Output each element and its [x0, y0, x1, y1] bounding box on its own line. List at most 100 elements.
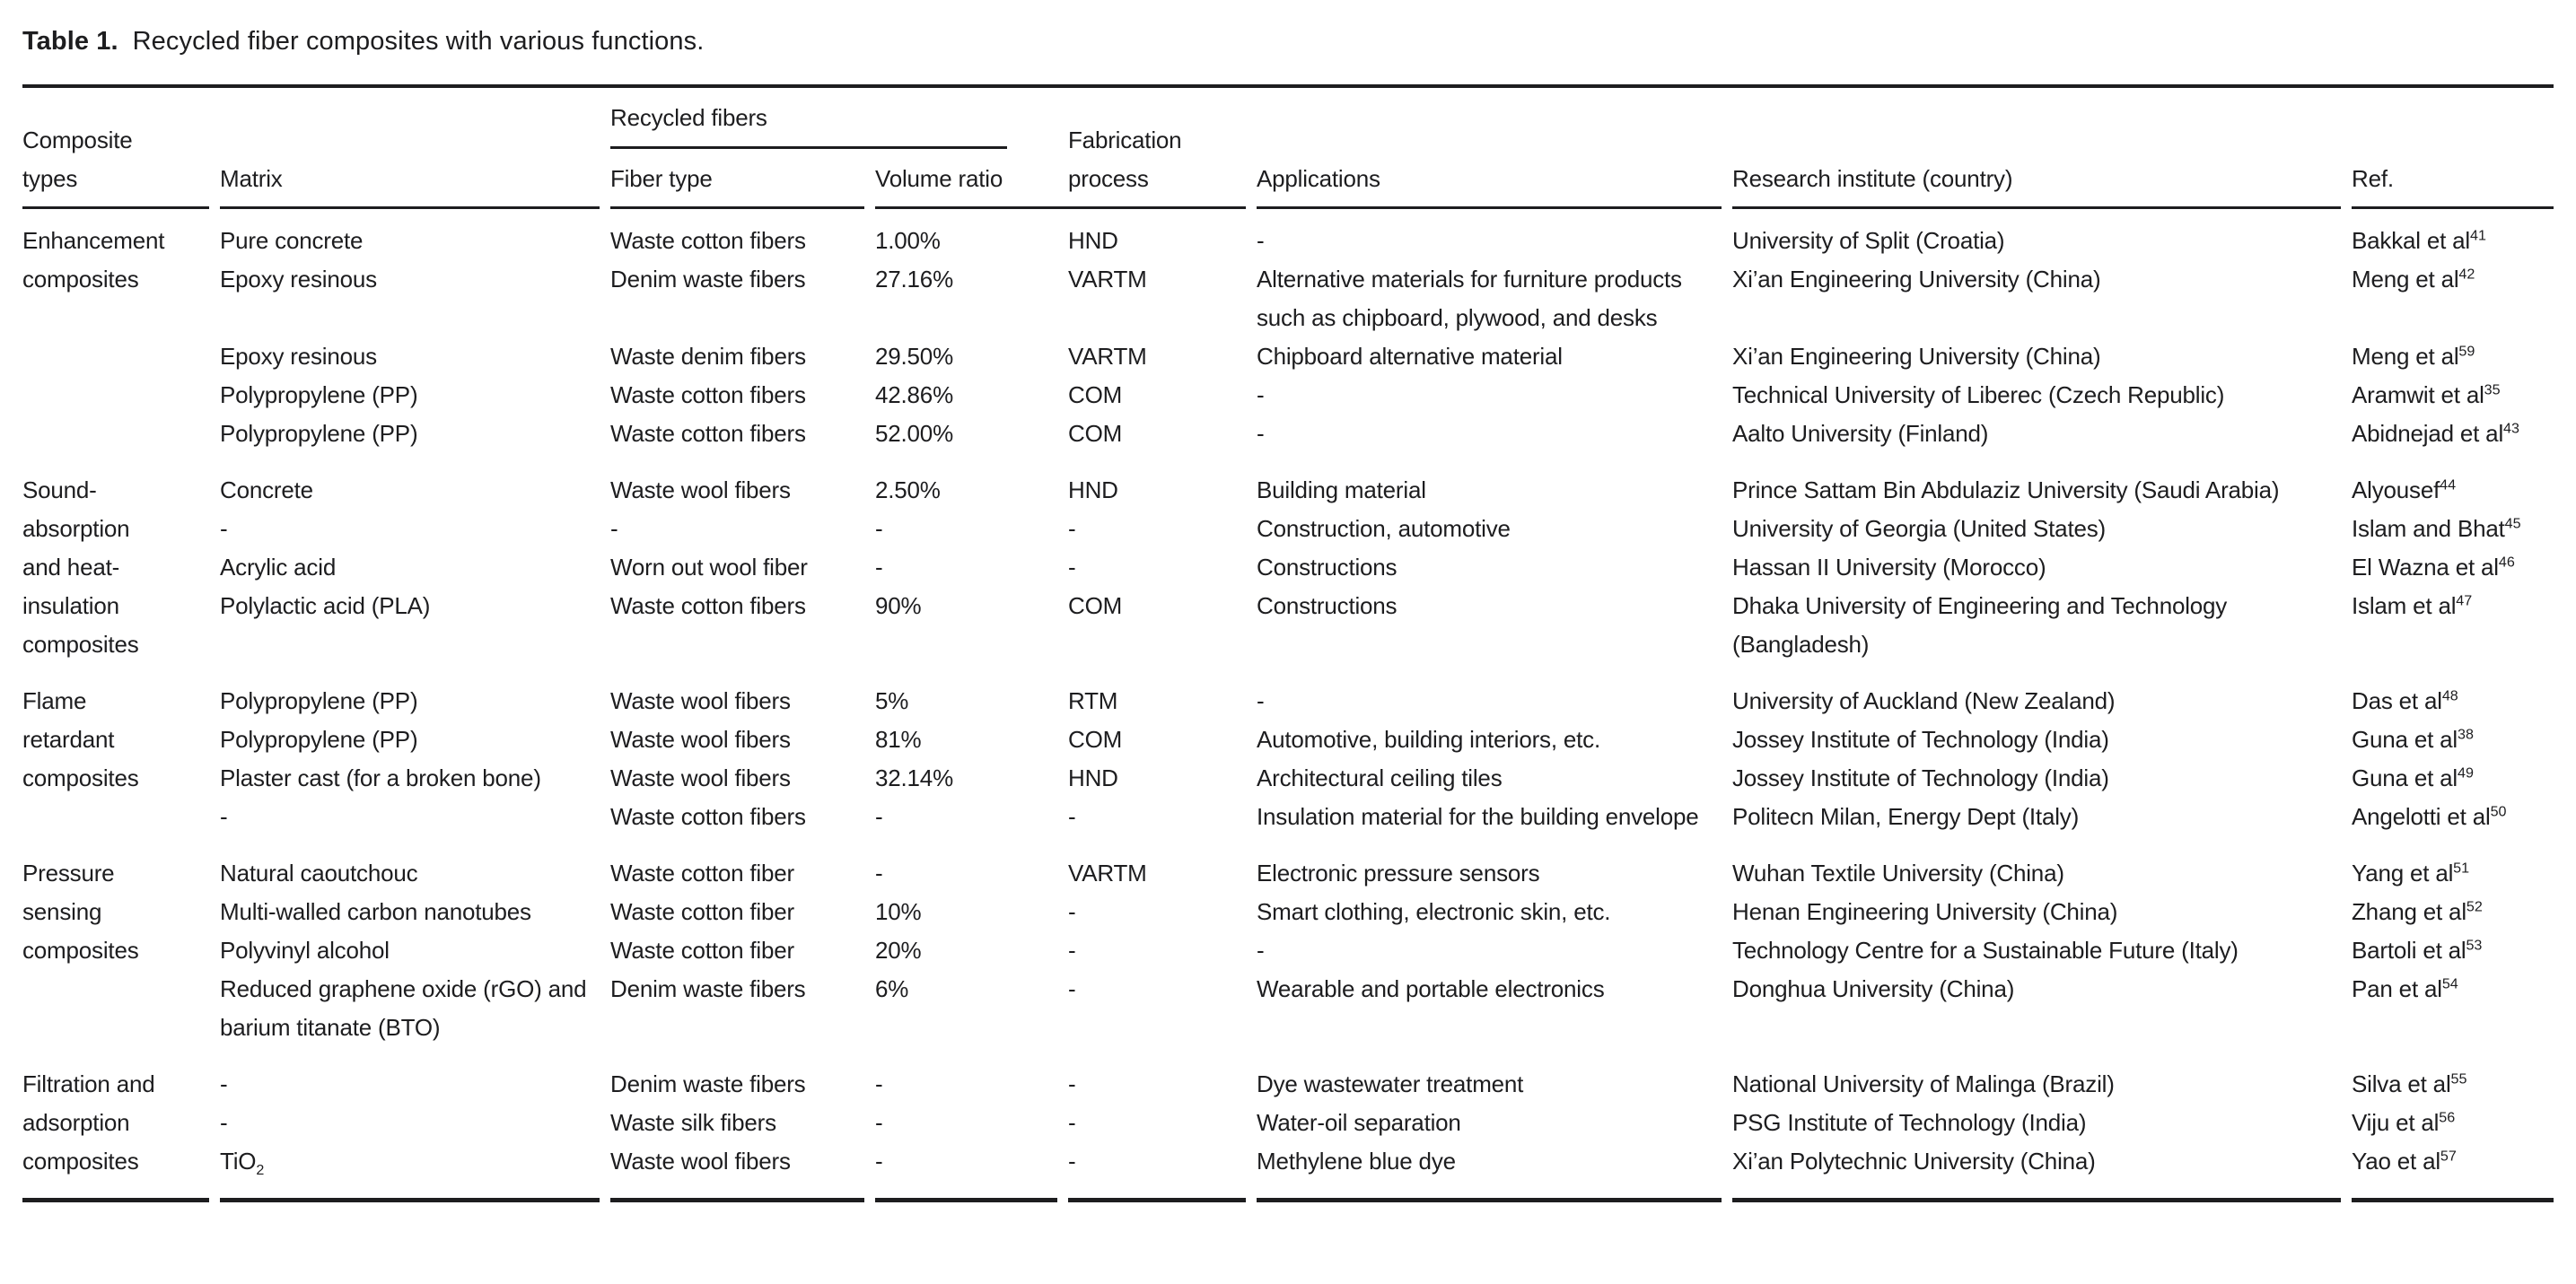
fiber-type-cell: Worn out wool fiber [610, 554, 808, 581]
research-institute-cell: Aalto University (Finland) [1732, 420, 1989, 447]
composite-type-label: Enhancement composites [22, 227, 165, 293]
table-row: Multi-walled carbon nanotubes Waste cotto… [22, 893, 2554, 931]
matrix-cell: Multi-walled carbon nanotubes [220, 898, 531, 925]
ref-cell: Pan et al54 [2352, 975, 2458, 1002]
volume-ratio-cell: 20% [875, 937, 922, 964]
table-row: Epoxy resinous Waste denim fibers 29.50% VA… [22, 337, 2554, 376]
matrix-cell: Natural caoutchouc [220, 860, 418, 887]
research-institute-cell: Xi’an Engineering University (China) [1732, 266, 2101, 293]
table-row: Flame retardant composites Polypropylene … [22, 664, 2554, 791]
fiber-type-cell: Waste silk fibers [610, 1109, 776, 1136]
header-research-institute: Research institute (country) [1732, 88, 2352, 209]
volume-ratio-cell: 5% [875, 687, 909, 714]
header-applications: Applications [1257, 88, 1732, 209]
applications-cell: Construction, automotive [1257, 515, 1511, 542]
applications-cell: - [1257, 937, 1265, 964]
recycled-fibers-spanner-rule [610, 146, 1007, 149]
fabrication-process-cell: HND [1068, 227, 1118, 254]
fabrication-process-cell: - [1068, 803, 1076, 830]
applications-cell: Automotive, building interiors, etc. [1257, 726, 1600, 753]
table-row: Polypropylene (PP) Waste cotton fibers 52.… [22, 415, 2554, 453]
ref-cell: Das et al48 [2352, 687, 2458, 714]
volume-ratio-cell: 29.50% [875, 343, 953, 370]
table-caption-label: Table 1. [22, 27, 118, 56]
table-row: - - - - Construction, automotive University o… [22, 510, 2554, 548]
fabrication-process-cell: - [1068, 554, 1076, 581]
matrix-cell: - [220, 515, 228, 542]
table-row: Epoxy resinous Denim waste fibers 27.16% VA… [22, 260, 2554, 337]
matrix-cell: Reduced graphene oxide (rGO) and barium … [220, 975, 587, 1041]
volume-ratio-cell: - [875, 860, 883, 887]
matrix-cell: Polyvinyl alcohol [220, 937, 390, 964]
volume-ratio-cell: - [875, 1109, 883, 1136]
applications-cell: Constructions [1257, 592, 1398, 619]
research-institute-cell: Dhaka University of Engineering and Tech… [1732, 592, 2228, 658]
research-institute-cell: Henan Engineering University (China) [1732, 898, 2118, 925]
research-institute-cell: University of Auckland (New Zealand) [1732, 687, 2116, 714]
header-composite-types: Composite types [22, 88, 220, 209]
research-institute-cell: University of Georgia (United States) [1732, 515, 2106, 542]
paper-table-figure: Table 1. Recycled fiber composites with v… [22, 27, 2554, 1202]
fiber-type-cell: Waste cotton fibers [610, 803, 806, 830]
fiber-type-cell: Waste wool fibers [610, 476, 791, 503]
ref-cell: Aramwit et al35 [2352, 381, 2501, 408]
matrix-cell: Plaster cast (for a broken bone) [220, 764, 541, 791]
fiber-type-cell: Waste cotton fiber [610, 937, 794, 964]
fiber-type-cell: Waste cotton fibers [610, 420, 806, 447]
ref-cell: Guna et al38 [2352, 726, 2474, 753]
fabrication-process-cell: - [1068, 1109, 1076, 1136]
applications-cell: Architectural ceiling tiles [1257, 764, 1503, 791]
applications-cell: Water-oil separation [1257, 1109, 1461, 1136]
table-row: Polyvinyl alcohol Waste cotton fiber 20% - -… [22, 931, 2554, 970]
composite-type-label: Filtration and adsorption composites [22, 1047, 220, 1202]
volume-ratio-cell: 90% [875, 592, 922, 619]
table-row: Polylactic acid (PLA) Waste cotton fibers… [22, 587, 2554, 664]
table-row: Acrylic acid Worn out wool fiber - - Constru… [22, 548, 2554, 587]
research-institute-cell: Hassan II University (Morocco) [1732, 554, 2046, 581]
fabrication-process-cell: VARTM [1068, 860, 1147, 887]
fabrication-process-cell: VARTM [1068, 343, 1147, 370]
ref-cell: Meng et al42 [2352, 266, 2475, 293]
research-institute-cell: PSG Institute of Technology (India) [1732, 1109, 2087, 1136]
fabrication-process-cell: HND [1068, 764, 1118, 791]
research-institute-cell: Xi’an Polytechnic University (China) [1732, 1142, 2352, 1202]
fiber-type-cell: Waste cotton fibers [610, 227, 806, 254]
matrix-cell: Polypropylene (PP) [220, 687, 418, 714]
applications-cell: Electronic pressure sensors [1257, 860, 1540, 887]
matrix-cell: Acrylic acid [220, 554, 337, 581]
volume-ratio-cell: 6% [875, 975, 909, 1002]
research-institute-cell: Xi’an Engineering University (China) [1732, 343, 2101, 370]
applications-cell: - [1257, 420, 1265, 447]
ref-cell: Silva et al55 [2352, 1070, 2467, 1097]
table-row: - Waste cotton fibers - - Insulation materia… [22, 798, 2554, 836]
fiber-type-cell: Waste denim fibers [610, 343, 806, 370]
table-row: Enhancement composites Pure concrete Waste… [22, 209, 2554, 293]
matrix-cell: Polylactic acid (PLA) [220, 592, 431, 619]
research-institute-cell: Donghua University (China) [1732, 975, 2015, 1002]
ref-cell: Viju et al56 [2352, 1109, 2456, 1136]
fabrication-process-cell: - [1068, 515, 1076, 542]
fabrication-process-cell: - [1068, 898, 1076, 925]
volume-ratio-cell: 52.00% [875, 420, 953, 447]
applications-cell: - [1257, 381, 1265, 408]
table-row: - Waste silk fibers - - Water-oil separation… [22, 1104, 2554, 1142]
research-institute-cell: Politecn Milan, Energy Dept (Italy) [1732, 803, 2080, 830]
ref-cell: Angelotti et al50 [2352, 803, 2507, 830]
composite-type-label: Sound- absorption and heat- insulation c… [22, 476, 139, 658]
table-row: Polypropylene (PP) Waste wool fibers 81% CO… [22, 721, 2554, 759]
matrix-cell: - [220, 1109, 228, 1136]
ref-cell: Abidnejad et al43 [2352, 420, 2519, 447]
applications-cell: - [1257, 687, 1265, 714]
research-institute-cell: Technology Centre for a Sustainable Futu… [1732, 937, 2239, 964]
table-row: Pressure sensing composites Natural caout… [22, 836, 2554, 964]
header-recycled-fibers-group: Recycled fibers [610, 88, 1068, 149]
fabrication-process-cell: - [1068, 975, 1076, 1002]
applications-cell: Insulation material for the building env… [1257, 803, 1699, 830]
matrix-cell: TiO2 [220, 1142, 610, 1202]
volume-ratio-cell: 27.16% [875, 266, 953, 293]
header-ref: Ref. [2352, 88, 2554, 209]
ref-cell: Alyousef44 [2352, 476, 2457, 503]
header-volume-ratio: Volume ratio [875, 149, 1068, 209]
volume-ratio-cell: - [875, 554, 883, 581]
header-recycled-fibers-label: Recycled fibers [610, 104, 767, 131]
